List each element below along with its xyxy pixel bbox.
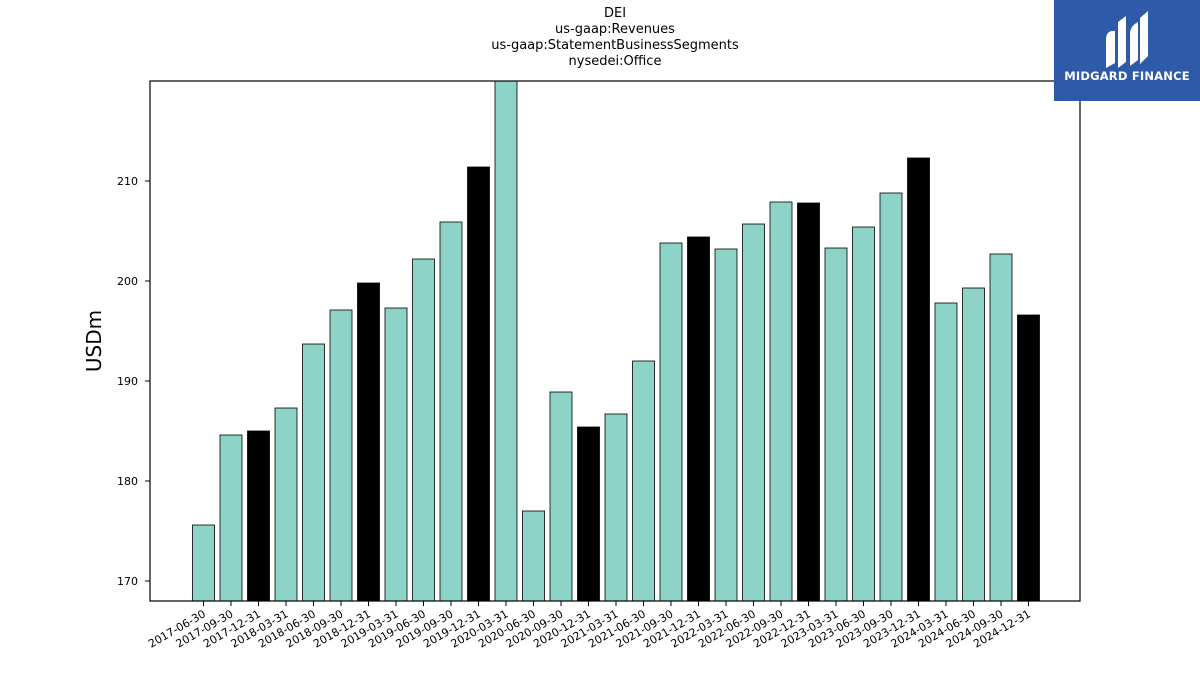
bar-2017-12-31 — [247, 430, 270, 602]
bar-2021-03-31 — [604, 413, 628, 602]
bar-2024-03-31 — [934, 302, 958, 602]
bar-2017-06-30 — [192, 524, 215, 602]
y-tick-label: 210 — [117, 175, 138, 188]
y-tick-label: 190 — [117, 375, 138, 388]
y-tick-label: 180 — [117, 475, 138, 488]
x-axis: 2017-06-302017-09-302017-12-312018-03-31… — [146, 601, 1033, 651]
bar-2022-09-30 — [769, 201, 793, 602]
bar-2023-09-30 — [879, 192, 903, 602]
bars-group — [192, 80, 1040, 602]
bar-2020-06-30 — [522, 510, 545, 602]
bar-2017-09-30 — [219, 434, 243, 602]
bar-2023-12-31 — [907, 157, 930, 602]
bar-2022-06-30 — [742, 223, 765, 602]
bar-2023-03-31 — [824, 247, 848, 602]
plot-frame — [149, 80, 1081, 602]
chart-title-line: us-gaap:StatementBusinessSegments — [491, 38, 739, 53]
logo-text: MIDGARD FINANCE — [1064, 69, 1190, 83]
bar-2020-03-31 — [494, 80, 518, 602]
midgard-logo-icon — [1106, 11, 1148, 68]
chart-title: DEI us-gaap:Revenues us-gaap:StatementBu… — [0, 6, 1200, 70]
bar-2021-06-30 — [632, 360, 655, 602]
chart-title-line: nysedei:Office — [568, 54, 662, 69]
y-tick-label: 200 — [117, 275, 138, 288]
chart-title-line: DEI — [603, 6, 627, 21]
bar-2019-12-31 — [467, 166, 490, 602]
bar-2024-06-30 — [962, 287, 985, 602]
bar-2024-12-31 — [1017, 314, 1040, 602]
bar-2018-09-30 — [329, 309, 353, 602]
y-tick-label: 170 — [117, 575, 138, 588]
bar-2019-09-30 — [439, 221, 463, 602]
bar-2020-12-31 — [577, 426, 600, 602]
bar-2021-12-31 — [687, 236, 710, 602]
bar-2022-12-31 — [797, 202, 820, 602]
bar-2018-06-30 — [302, 343, 325, 602]
bar-2019-06-30 — [412, 258, 435, 602]
bar-2020-09-30 — [549, 391, 573, 602]
y-axis: 170 180 190 200 210 — [117, 175, 150, 588]
brand-logo: MIDGARD FINANCE — [1054, 0, 1200, 101]
bar-2024-09-30 — [989, 253, 1013, 602]
bar-2023-06-30 — [852, 226, 875, 602]
y-axis-label: USDm — [82, 310, 106, 372]
bar-2018-03-31 — [274, 407, 298, 602]
bar-2022-03-31 — [714, 248, 738, 602]
chart-title-line: us-gaap:Revenues — [555, 22, 675, 37]
bar-2018-12-31 — [357, 282, 380, 602]
bar-2019-03-31 — [384, 307, 408, 602]
bar-2021-09-30 — [659, 242, 683, 602]
